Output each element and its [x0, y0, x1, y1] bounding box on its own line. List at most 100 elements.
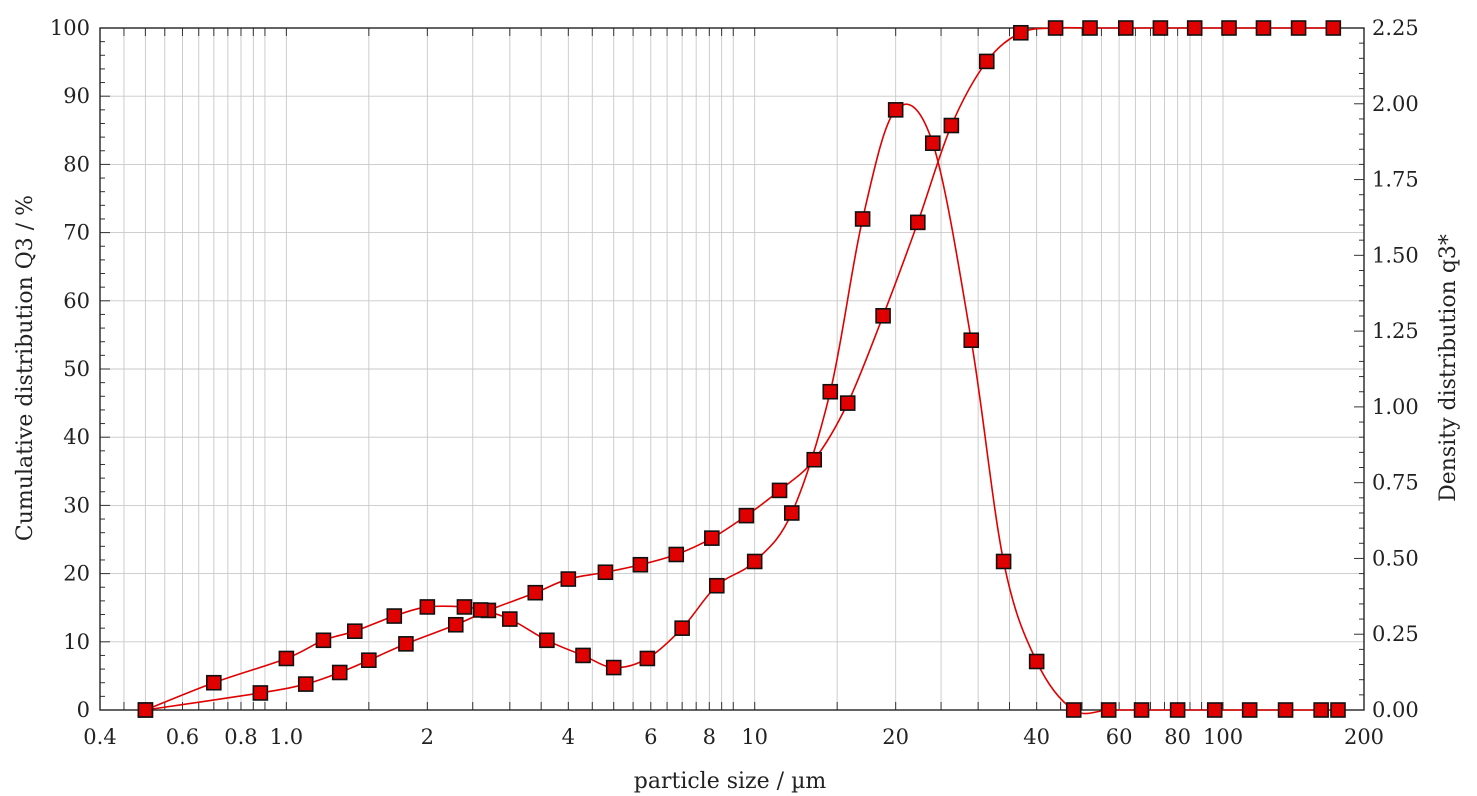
x-tick-label: 0.4 [83, 725, 116, 749]
tick-marks [99, 27, 1365, 711]
cumulative-point [1255, 20, 1272, 36]
density-point [456, 599, 473, 615]
x-tick-label: 6 [644, 725, 657, 749]
cumulative-point [398, 636, 414, 652]
cumulative-point [447, 616, 464, 633]
x-tick-label: 2 [421, 725, 434, 749]
cumulative-point [1186, 20, 1203, 36]
cumulative-point [978, 53, 995, 70]
density-point [278, 650, 295, 667]
density-point [995, 553, 1012, 570]
y-right-tick-label: 1.75 [1372, 168, 1419, 192]
cumulative-point [1152, 20, 1169, 36]
x-tick-label: 0.6 [166, 725, 199, 749]
density-point [708, 577, 725, 594]
y-left-tick-label: 100 [50, 16, 90, 40]
density-point [1133, 702, 1150, 718]
y-left-tick-label: 20 [63, 562, 90, 586]
density-point [924, 135, 941, 151]
tick-labels: 0.4 0.6 0.8 1.0 2 4 6 8 10 20 40 60 80 100 200 0 10 20 30 4… [50, 16, 1419, 749]
x-tick-label: 60 [1106, 725, 1133, 749]
density-point [1277, 702, 1294, 718]
density-point [605, 659, 622, 676]
y-right-tick-label: 1.25 [1372, 319, 1419, 343]
y-right-tick-label: 2.00 [1372, 92, 1419, 116]
cumulative-point [527, 584, 544, 601]
x-tick-label: 4 [562, 725, 575, 749]
cumulative-point [331, 664, 348, 681]
x-tick-label: 80 [1164, 725, 1191, 749]
cumulative-point [1290, 20, 1307, 36]
y-left-tick-label: 30 [63, 493, 90, 517]
density-point [1330, 702, 1346, 718]
y-right-tick-label: 0.75 [1372, 471, 1419, 495]
density-point [346, 623, 363, 639]
density-point [887, 102, 904, 118]
cumulative-point [560, 571, 577, 587]
density-point [1065, 702, 1082, 718]
x-tick-label: 8 [703, 725, 716, 749]
density-point [539, 632, 555, 649]
cumulative-point [704, 530, 720, 546]
x-tick-label: 100 [1203, 725, 1243, 749]
grid-lines [99, 27, 1365, 711]
cumulative-point [668, 546, 685, 563]
cumulative-point [1082, 20, 1098, 36]
cumulative-point [632, 556, 649, 573]
density-point [472, 602, 489, 618]
y-left-tick-label: 90 [63, 84, 90, 108]
cumulative-point [597, 564, 614, 581]
density-point [1028, 653, 1045, 670]
density-point [783, 505, 800, 521]
density-point [963, 332, 980, 349]
x-axis-label: particle size / µm [634, 769, 827, 794]
cumulative-point [361, 652, 377, 669]
y-right-tick-label: 0.50 [1372, 546, 1419, 570]
y-left-tick-label: 60 [63, 289, 90, 313]
density-point [639, 650, 656, 667]
density-point [854, 211, 871, 227]
y-left-tick-label: 10 [63, 630, 90, 654]
y-left-tick-label: 50 [63, 357, 90, 381]
density-point [386, 608, 403, 624]
y-left-tick-label: 80 [63, 152, 90, 176]
y-right-tick-label: 0.00 [1372, 698, 1419, 722]
density-point [419, 599, 436, 615]
y-left-tick-label: 40 [63, 425, 90, 449]
cumulative-point [1117, 20, 1134, 36]
y-left-tick-label: 0 [77, 698, 90, 722]
density-point [822, 383, 839, 400]
density-point [674, 620, 690, 636]
x-tick-label: 10 [741, 725, 768, 749]
density-point [1206, 702, 1223, 718]
density-point [1100, 702, 1117, 718]
density-point [575, 647, 591, 664]
plot-frame [99, 27, 1365, 711]
y-right-tick-label: 2.25 [1372, 16, 1419, 40]
y-right-tick-label: 1.50 [1372, 243, 1419, 267]
density-point [1241, 702, 1258, 718]
density-point [137, 702, 154, 718]
x-tick-label: 200 [1344, 725, 1384, 749]
cumulative-point [297, 676, 314, 692]
density-point [1313, 702, 1329, 718]
x-tick-label: 0.8 [224, 725, 257, 749]
y-axis-left-label: Cumulative distribution Q3 / % [13, 195, 38, 541]
cumulative-point [252, 685, 269, 701]
cumulative-point [806, 451, 823, 468]
series-lines [145, 26, 1338, 715]
cumulative-point [839, 395, 856, 411]
y-right-tick-label: 1.00 [1372, 395, 1419, 419]
density-curve [145, 103, 1338, 715]
series-points [137, 20, 1346, 718]
density-point [1169, 702, 1186, 718]
y-right-tick-label: 0.25 [1372, 622, 1419, 646]
x-tick-label: 20 [882, 725, 909, 749]
density-point [746, 553, 763, 570]
y-left-tick-label: 70 [63, 221, 90, 245]
cumulative-point [943, 117, 960, 134]
cumulative-point [1047, 20, 1064, 36]
x-tick-label: 40 [1023, 725, 1050, 749]
density-point [502, 611, 518, 627]
